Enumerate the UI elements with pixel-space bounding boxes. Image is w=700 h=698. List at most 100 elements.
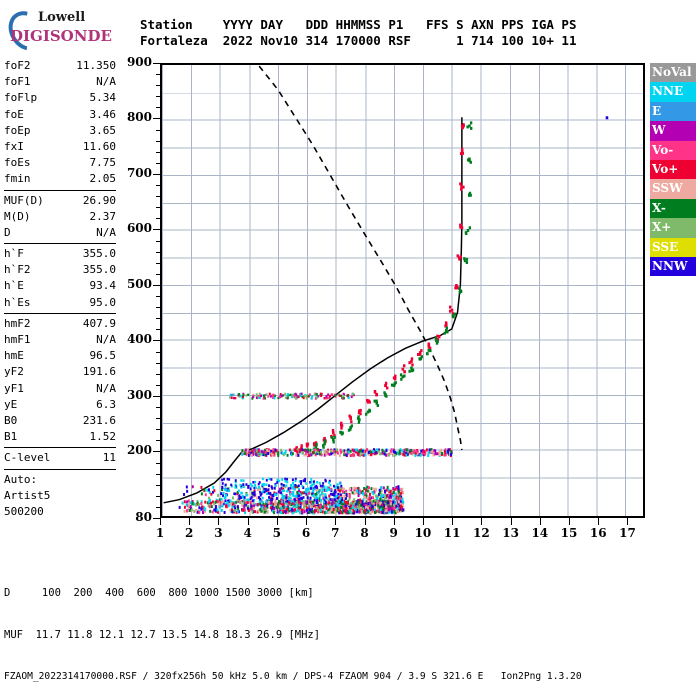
param-row: h`E 93.4 bbox=[4, 278, 116, 294]
y-axis-label: 300 bbox=[126, 387, 152, 402]
y-axis-label: 800 bbox=[126, 110, 152, 125]
param-key: foEp bbox=[4, 123, 31, 137]
param-key: fmin bbox=[4, 172, 31, 186]
x-axis-tick bbox=[189, 518, 190, 525]
y-axis-minor-tick bbox=[156, 485, 160, 486]
legend-item-vo-[interactable]: Vo- bbox=[650, 140, 696, 160]
x-axis-label: 5 bbox=[272, 526, 282, 540]
param-value: 7.75 bbox=[89, 156, 117, 170]
legend-item-sse[interactable]: SSE bbox=[650, 237, 696, 257]
x-axis-tick bbox=[248, 518, 249, 525]
x-axis-label: 15 bbox=[560, 526, 578, 540]
y-axis-minor-tick bbox=[156, 252, 160, 253]
y-axis-minor-tick bbox=[156, 352, 160, 353]
footer-distance-row: D 100 200 400 600 800 1000 1500 3000 [km… bbox=[4, 587, 314, 599]
y-axis-minor-tick bbox=[156, 185, 160, 186]
param-value: 355.0 bbox=[82, 247, 116, 261]
header-line-values: Fortaleza 2022 Nov10 314 170000 RSF 1 71… bbox=[140, 33, 577, 48]
x-axis-tick bbox=[569, 518, 570, 525]
y-axis-minor-tick bbox=[156, 496, 160, 497]
legend-item-e[interactable]: E bbox=[650, 101, 696, 122]
footer-file-row: FZAOM_2022314170000.RSF / 320fx256h 50 k… bbox=[4, 671, 582, 682]
y-axis-label: 400 bbox=[126, 332, 152, 347]
x-axis-label: 8 bbox=[360, 526, 369, 540]
param-row: yF2 191.6 bbox=[4, 364, 116, 380]
param-row: fxI 11.60 bbox=[4, 139, 116, 155]
y-axis-tick bbox=[153, 518, 160, 519]
param-value: 11.60 bbox=[82, 139, 116, 153]
legend-item-vo-[interactable]: Vo+ bbox=[650, 159, 696, 180]
y-axis-minor-tick bbox=[156, 385, 160, 386]
y-axis-minor-tick bbox=[156, 440, 160, 441]
x-axis-tick bbox=[306, 518, 307, 525]
legend-item-nne[interactable]: NNE bbox=[650, 82, 696, 102]
param-value: 11.350 bbox=[76, 59, 116, 72]
logo-brand-top: Lowell bbox=[38, 10, 86, 25]
lowell-digisonde-logo: Lowell DIGISONDE bbox=[1, 4, 128, 58]
x-axis-label: 17 bbox=[619, 526, 636, 540]
param-key: yF2 bbox=[4, 365, 24, 379]
y-axis-label: 80 bbox=[135, 510, 152, 524]
y-axis-minor-tick bbox=[156, 418, 160, 419]
param-value: N/A bbox=[96, 381, 116, 395]
param-value: N/A bbox=[96, 75, 116, 89]
param-row: MUF(D) 26.90 bbox=[4, 193, 116, 209]
param-key: M(D) bbox=[4, 209, 31, 223]
y-axis-label: 900 bbox=[126, 55, 152, 69]
x-axis-tick bbox=[365, 518, 366, 525]
y-axis-minor-tick bbox=[156, 507, 160, 508]
y-axis-minor-tick bbox=[156, 285, 160, 286]
param-value: 5.34 bbox=[89, 91, 117, 105]
param-key: h`F bbox=[4, 247, 24, 261]
param-key: hmE bbox=[4, 349, 24, 363]
param-key: foFlp bbox=[4, 91, 38, 105]
legend-item-ssw[interactable]: SSW bbox=[650, 179, 696, 199]
param-value: 355.0 bbox=[82, 263, 116, 277]
y-axis-minor-tick bbox=[156, 329, 160, 330]
y-axis-minor-tick bbox=[156, 152, 160, 153]
x-axis-label: 12 bbox=[473, 526, 490, 540]
param-row: foEp 3.65 bbox=[4, 123, 116, 139]
auto-program: Artist5 bbox=[4, 488, 51, 502]
param-key: B0 bbox=[4, 413, 18, 427]
x-axis-tick bbox=[335, 518, 336, 525]
ionogram-plot[interactable] bbox=[160, 63, 645, 518]
param-value: 93.4 bbox=[89, 279, 117, 293]
y-axis-minor-tick bbox=[156, 340, 160, 341]
x-axis-tick bbox=[160, 518, 161, 525]
x-axis-tick bbox=[511, 518, 512, 525]
param-key: hmF2 bbox=[4, 316, 31, 330]
x-axis-label: 6 bbox=[301, 526, 311, 540]
auto-label: Auto: bbox=[4, 472, 38, 486]
y-axis-minor-tick bbox=[156, 218, 160, 219]
y-axis-minor-tick bbox=[156, 196, 160, 197]
legend-item-noval[interactable]: NoVal bbox=[650, 63, 696, 83]
legend-item-nnw[interactable]: NNW bbox=[650, 256, 696, 277]
param-key: hmF1 bbox=[4, 333, 31, 346]
plot-gridlines bbox=[162, 65, 643, 516]
param-row: foFlp 5.34 bbox=[4, 90, 116, 106]
param-value: 3.46 bbox=[89, 107, 117, 121]
param-value: N/A bbox=[96, 225, 116, 239]
param-divider bbox=[4, 189, 116, 191]
y-axis-minor-tick bbox=[156, 463, 160, 464]
y-axis-minor-tick bbox=[156, 207, 160, 208]
param-value: 191.6 bbox=[82, 365, 116, 379]
param-row: M(D) 2.37 bbox=[4, 209, 116, 225]
param-row: B0 231.6 bbox=[4, 413, 116, 429]
y-axis-minor-tick bbox=[156, 363, 160, 364]
x-axis-label: 7 bbox=[331, 526, 340, 540]
param-key: yF1 bbox=[4, 381, 24, 395]
param-row: yF1 N/A bbox=[4, 381, 116, 397]
legend-item-w[interactable]: W bbox=[650, 121, 696, 141]
param-key: foEs bbox=[4, 156, 31, 170]
param-row: C-level 11 bbox=[4, 450, 116, 466]
param-key: yE bbox=[4, 397, 18, 411]
y-axis-minor-tick bbox=[156, 141, 160, 142]
param-value: 96.5 bbox=[89, 349, 117, 363]
param-key: B1 bbox=[4, 430, 18, 444]
x-axis-label: 13 bbox=[502, 526, 519, 540]
polarization-direction-legend: NoVal NNE E W Vo- Vo+ SSW X- X+ SSE NNW bbox=[650, 63, 696, 277]
legend-item-x-[interactable]: X+ bbox=[650, 218, 696, 238]
legend-item-x-[interactable]: X- bbox=[650, 198, 696, 219]
